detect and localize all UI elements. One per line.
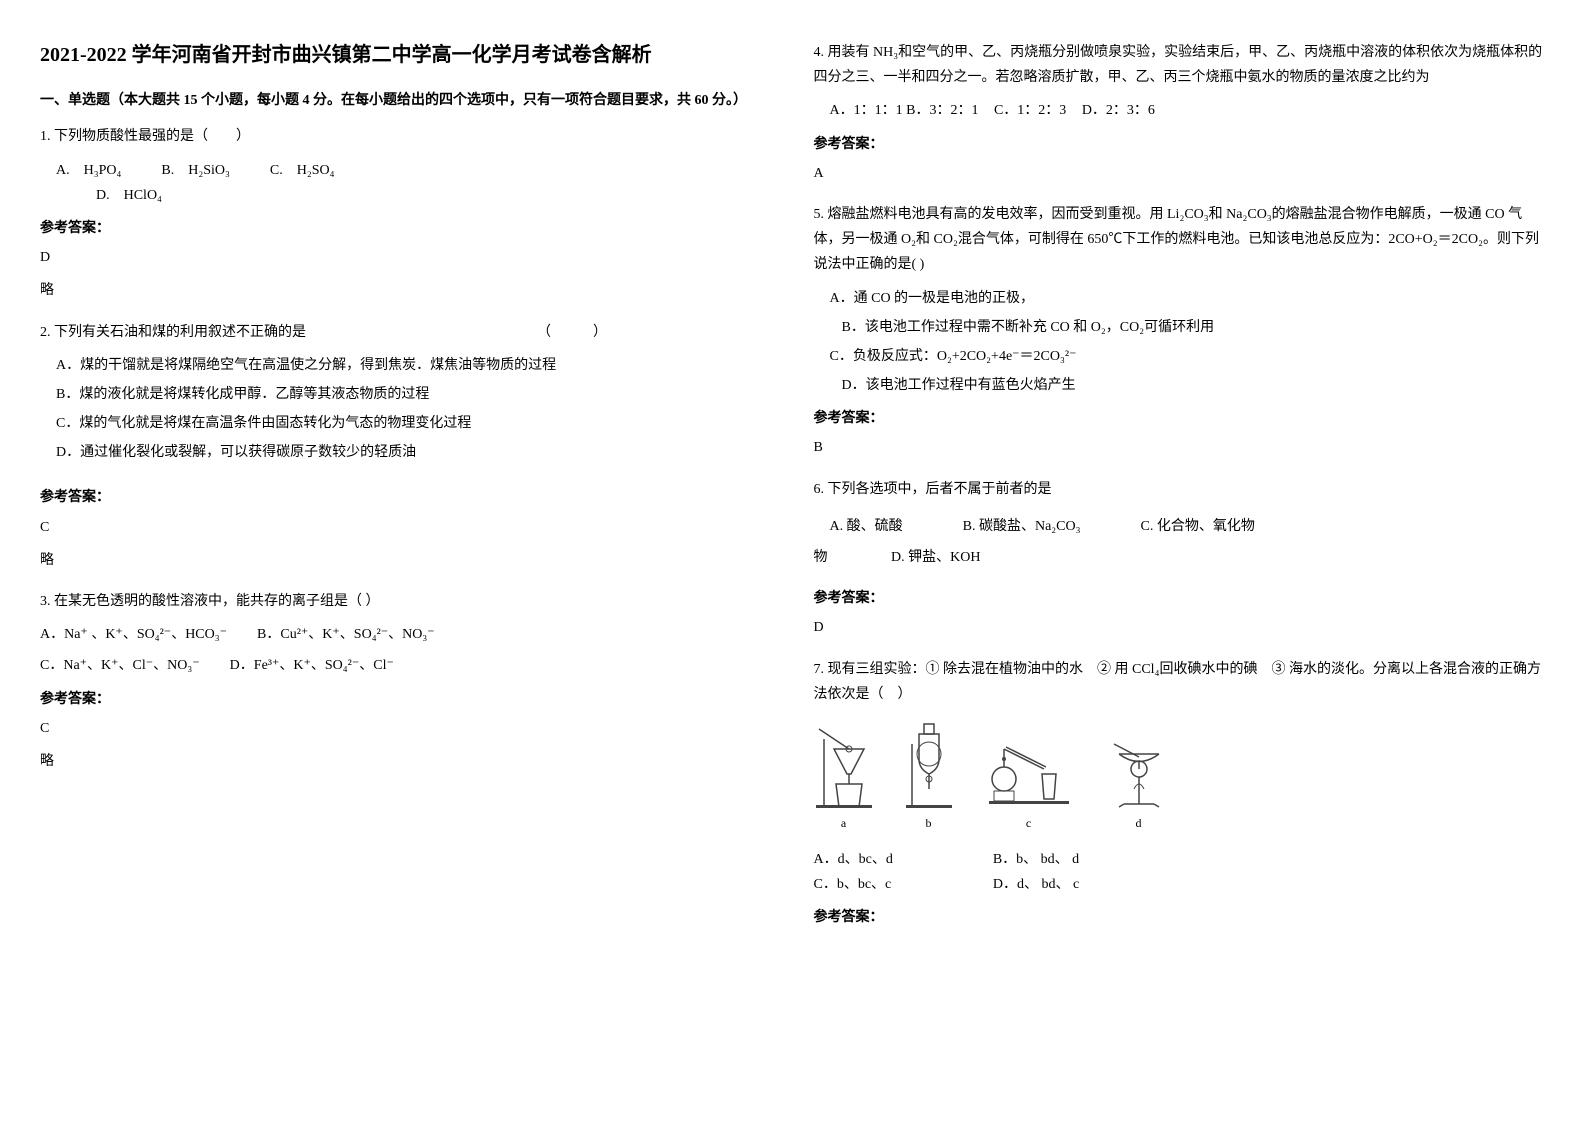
question-6-options-row2: 物 D. 钾盐、KOH [814,545,1548,570]
q4-answer-label: 参考答案： [814,132,1548,157]
q3-note: 略 [40,749,774,774]
q2-opt-c: C．煤的气化就是将煤在高温条件由固态转化为气态的物理变化过程 [56,411,774,436]
question-7: 7. 现有三组实验：① 除去混在植物油中的水 ② 用 CCl₄回收碘水中的碘 ③… [814,657,1548,931]
q7-answer-label: 参考答案： [814,905,1548,930]
q1-note: 略 [40,278,774,303]
q5-opt-a: A．通 CO 的一极是电池的正极， [830,286,1548,311]
question-5: 5. 熔融盐燃料电池具有高的发电效率，因而受到重视。用 Li₂CO₃和 Na₂C… [814,202,1548,461]
q4-answer: A [814,161,1548,186]
q3-answer-label: 参考答案： [40,687,774,712]
question-3-options: A．Na⁺ 、K⁺、SO₄²⁻、HCO₃⁻ B．Cu²⁺、K⁺、SO₄²⁻、NO… [40,622,774,678]
q3-answer: C [40,716,774,741]
q1-opt-b: B. H₂SiO₃ [161,158,230,183]
question-7-options: A．d、bc、d C．b、bc、c B．b、 bd、 d D．d、 bd、 c [814,847,1548,897]
q7-opt-a: A．d、bc、d [814,847,893,872]
q6-answer-label: 参考答案： [814,586,1548,611]
diagram-c-label: c [1026,813,1031,835]
q3-opt-a: A．Na⁺ 、K⁺、SO₄²⁻、HCO₃⁻ [40,622,227,647]
diagram-d-label: d [1136,813,1142,835]
q4-opt-a: A．1：1：1 [830,103,903,118]
question-7-diagrams: a b [814,719,1548,835]
q2-answer-label: 参考答案： [40,485,774,510]
q5-answer-label: 参考答案： [814,406,1548,431]
q2-note: 略 [40,548,774,573]
question-6: 6. 下列各选项中，后者不属于前者的是 A. 酸、硫酸 B. 碳酸盐、Na₂CO… [814,477,1548,641]
right-column: 4. 用装有 NH₃和空气的甲、乙、丙烧瓶分别做喷泉实验，实验结束后，甲、乙、丙… [814,40,1548,946]
q2-answer: C [40,515,774,540]
q4-opt-c: C．1：2：3 [994,103,1066,118]
q7-opt-c: C．b、bc、c [814,872,893,897]
question-1: 1. 下列物质酸性最强的是（ ） A. H₃PO₄ B. H₂SiO₃ C. H… [40,124,774,303]
question-4-text: 4. 用装有 NH₃和空气的甲、乙、丙烧瓶分别做喷泉实验，实验结束后，甲、乙、丙… [814,40,1548,90]
question-6-text: 6. 下列各选项中，后者不属于前者的是 [814,477,1548,502]
question-3: 3. 在某无色透明的酸性溶液中，能共存的离子组是（ ） A．Na⁺ 、K⁺、SO… [40,589,774,774]
question-5-options: A．通 CO 的一极是电池的正极， B．该电池工作过程中需不断补充 CO 和 O… [830,286,1548,399]
q6-opt-a: A. 酸、硫酸 [830,514,903,539]
diagram-b: b [904,719,954,835]
q1-opt-a: A. H₃PO₄ [56,158,121,183]
diagram-d: d [1104,719,1174,835]
question-4: 4. 用装有 NH₃和空气的甲、乙、丙烧瓶分别做喷泉实验，实验结束后，甲、乙、丙… [814,40,1548,186]
q1-answer-label: 参考答案： [40,216,774,241]
question-2-text: 2. 下列有关石油和煤的利用叙述不正确的是 （ ） [40,320,774,345]
q2-opt-a: A．煤的干馏就是将煤隔绝空气在高温使之分解，得到焦炭．煤焦油等物质的过程 [56,353,774,378]
diagram-b-label: b [926,813,932,835]
question-4-options: A．1：1：1 B．3：2：1 C．1：2：3 D．2：3：6 [830,98,1548,123]
distillation-icon [984,719,1074,809]
evaporation-icon [1104,719,1174,809]
q5-opt-c: C．负极反应式：O₂+2CO₂+4e⁻＝2CO₃²⁻ [830,344,1548,369]
q1-answer: D [40,245,774,270]
q6-answer: D [814,615,1548,640]
diagram-a: a [814,719,874,835]
q4-opt-d: D．2：3：6 [1082,103,1155,118]
left-column: 2021-2022 学年河南省开封市曲兴镇第二中学高一化学月考试卷含解析 一、单… [40,40,774,946]
q2-opt-d: D．通过催化裂化或裂解，可以获得碳原子数较少的轻质油 [56,440,774,465]
q5-answer: B [814,435,1548,460]
question-1-text: 1. 下列物质酸性最强的是（ ） [40,124,774,149]
q6-opt-c: C. 化合物、氧化物 [1141,514,1255,539]
question-1-options: A. H₃PO₄ B. H₂SiO₃ C. H₂SO₄ [56,158,774,183]
q6-opt-d: D. 钾盐、KOH [891,550,980,565]
q1-opt-c: C. H₂SO₄ [270,158,335,183]
question-2-options: A．煤的干馏就是将煤隔绝空气在高温使之分解，得到焦炭．煤焦油等物质的过程 B．煤… [56,353,774,466]
q1-opt-d-row: D. HClO₄ [56,183,774,208]
diagram-c: c [984,719,1074,835]
separating-funnel-icon [904,719,954,809]
filtration-icon [814,719,874,809]
q1-opt-d: D. HClO₄ [96,188,162,203]
q3-opt-b: B．Cu²⁺、K⁺、SO₄²⁻、NO₃⁻ [257,622,435,647]
q5-opt-d: D．该电池工作过程中有蓝色火焰产生 [842,373,1548,398]
q3-opt-d: D．Fe³⁺、K⁺、SO₄²⁻、Cl⁻ [230,653,394,678]
question-6-options-row1: A. 酸、硫酸 B. 碳酸盐、Na₂CO₃ C. 化合物、氧化物 [830,514,1548,539]
question-5-text: 5. 熔融盐燃料电池具有高的发电效率，因而受到重视。用 Li₂CO₃和 Na₂C… [814,202,1548,278]
q3-opt-c: C．Na⁺、K⁺、Cl⁻、NO₃⁻ [40,653,200,678]
question-7-text: 7. 现有三组实验：① 除去混在植物油中的水 ② 用 CCl₄回收碘水中的碘 ③… [814,657,1548,707]
q5-opt-b: B．该电池工作过程中需不断补充 CO 和 O₂，CO₂可循环利用 [842,315,1548,340]
question-2: 2. 下列有关石油和煤的利用叙述不正确的是 （ ） A．煤的干馏就是将煤隔绝空气… [40,320,774,574]
question-3-text: 3. 在某无色透明的酸性溶液中，能共存的离子组是（ ） [40,589,774,614]
exam-title: 2021-2022 学年河南省开封市曲兴镇第二中学高一化学月考试卷含解析 [40,40,774,70]
q6-opt-b: B. 碳酸盐、Na₂CO₃ [963,514,1081,539]
q4-opt-b: B．3：2：1 [906,103,978,118]
section-header: 一、单选题（本大题共 15 个小题，每小题 4 分。在每小题给出的四个选项中，只… [40,90,774,112]
q7-opt-d: D．d、 bd、 c [993,872,1079,897]
diagram-a-label: a [841,813,846,835]
q2-opt-b: B．煤的液化就是将煤转化成甲醇．乙醇等其液态物质的过程 [56,382,774,407]
q7-opt-b: B．b、 bd、 d [993,847,1079,872]
